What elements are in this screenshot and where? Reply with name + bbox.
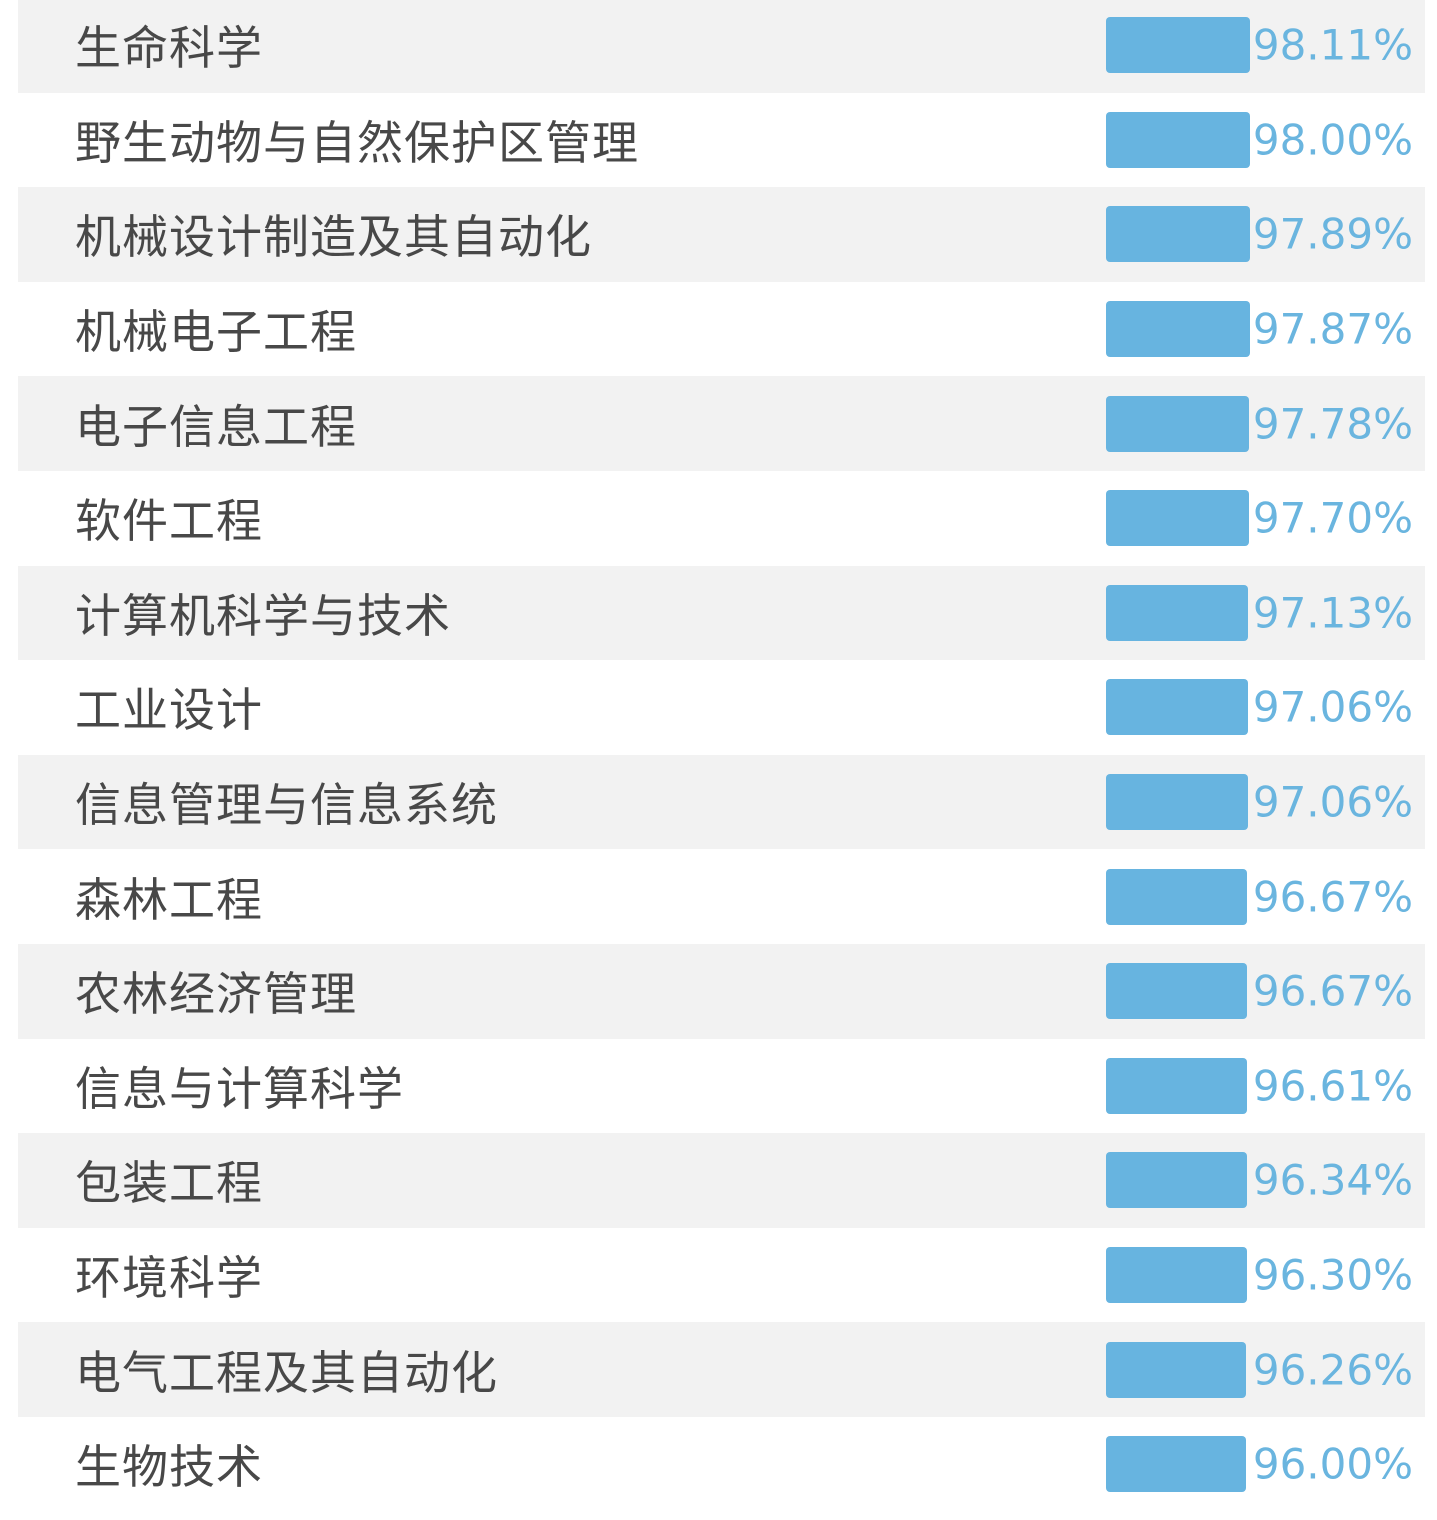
value-label: 96.67% (1252, 966, 1413, 1016)
value-bar (1106, 206, 1250, 263)
list-item: 包装工程 96.34% (18, 1133, 1425, 1228)
value-label: 98.11% (1252, 20, 1413, 70)
value-label: 97.06% (1252, 777, 1413, 827)
value-label: 96.26% (1252, 1345, 1413, 1395)
value-bar (1106, 1436, 1246, 1493)
category-label: 生物技术 (75, 1440, 263, 1495)
value-bar (1106, 111, 1250, 168)
category-label: 包装工程 (75, 1156, 263, 1211)
category-label: 电子信息工程 (75, 399, 357, 454)
list-item: 生命科学 98.11% (18, 0, 1425, 93)
category-label: 机械设计制造及其自动化 (75, 210, 592, 265)
list-item: 信息与计算科学 96.61% (18, 1039, 1425, 1134)
value-label: 96.30% (1252, 1250, 1413, 1300)
value-bar (1106, 868, 1248, 925)
value-bar (1106, 490, 1250, 547)
list-item: 电子信息工程 97.78% (18, 376, 1425, 471)
value-bar (1106, 17, 1250, 74)
value-bar (1106, 774, 1248, 831)
list-item: 生物技术 96.00% (18, 1417, 1425, 1512)
value-label: 97.13% (1252, 588, 1413, 638)
category-label: 野生动物与自然保护区管理 (75, 115, 639, 170)
list-item: 森林工程 96.67% (18, 849, 1425, 944)
value-label: 96.67% (1252, 872, 1413, 922)
value-label: 96.61% (1252, 1061, 1413, 1111)
list-item: 机械设计制造及其自动化 97.89% (18, 187, 1425, 282)
value-bar (1106, 679, 1248, 736)
category-label: 环境科学 (75, 1251, 263, 1306)
list-item: 电气工程及其自动化 96.26% (18, 1322, 1425, 1417)
list-item: 环境科学 96.30% (18, 1228, 1425, 1323)
list-item: 机械电子工程 97.87% (18, 282, 1425, 377)
value-label: 97.87% (1252, 304, 1413, 354)
value-label: 96.34% (1252, 1155, 1413, 1205)
value-label: 97.06% (1252, 682, 1413, 732)
value-label: 96.00% (1252, 1439, 1413, 1489)
value-bar (1106, 963, 1248, 1020)
value-bar (1106, 1247, 1247, 1304)
value-bar (1106, 1057, 1248, 1114)
category-label: 电气工程及其自动化 (75, 1345, 498, 1400)
value-bar (1106, 301, 1250, 358)
category-label: 机械电子工程 (75, 305, 357, 360)
category-label: 工业设计 (75, 683, 263, 738)
list-item: 计算机科学与技术 97.13% (18, 565, 1425, 661)
category-label: 信息管理与信息系统 (75, 778, 498, 833)
value-bar (1106, 1152, 1247, 1209)
category-label: 农林经济管理 (75, 967, 357, 1022)
value-label: 97.78% (1252, 399, 1413, 449)
list-item: 野生动物与自然保护区管理 98.00% (18, 93, 1425, 188)
category-label: 计算机科学与技术 (75, 588, 451, 643)
ranking-list: 生命科学 98.11% 野生动物与自然保护区管理 98.00% 机械设计制造及其自动化 9… (18, 0, 1425, 1512)
list-item: 信息管理与信息系统 97.06% (18, 754, 1425, 850)
category-label: 软件工程 (75, 494, 263, 549)
value-bar (1106, 584, 1249, 641)
value-bar (1106, 1341, 1247, 1398)
value-label: 97.70% (1252, 493, 1413, 543)
list-item: 工业设计 97.06% (18, 660, 1425, 755)
value-label: 98.00% (1252, 115, 1413, 165)
list-item: 软件工程 97.70% (18, 471, 1425, 566)
value-bar (1106, 395, 1250, 452)
category-label: 森林工程 (75, 872, 263, 927)
list-item: 农林经济管理 96.67% (18, 943, 1425, 1039)
value-label: 97.89% (1252, 209, 1413, 259)
category-label: 信息与计算科学 (75, 1061, 404, 1116)
category-label: 生命科学 (75, 21, 263, 76)
